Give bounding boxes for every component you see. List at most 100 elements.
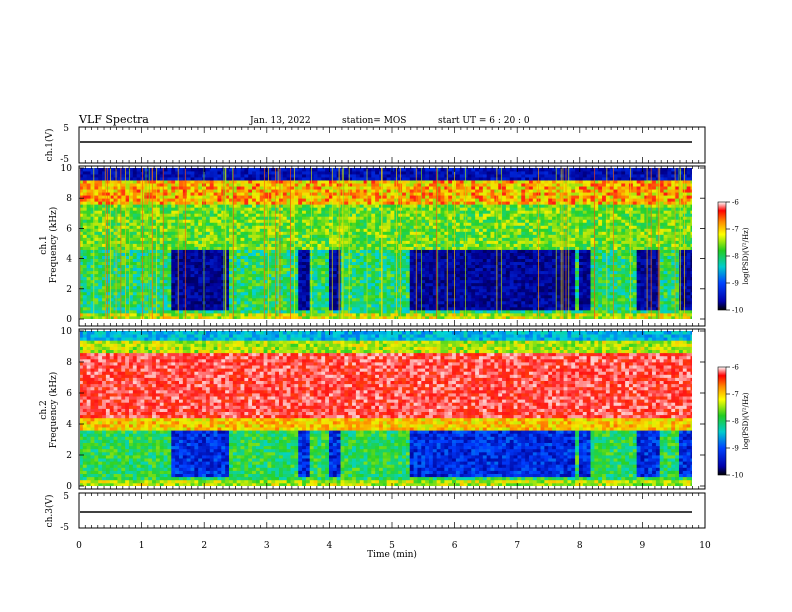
spectrogram-cell [232, 309, 238, 314]
spectrogram-cell [259, 285, 265, 290]
spectrogram-cell [421, 222, 426, 226]
spectrogram-cell [98, 180, 103, 184]
spectrogram-cell [425, 240, 430, 244]
spectrogram-cell [228, 276, 234, 281]
spectrogram-cell [405, 180, 411, 184]
spectrogram-cell [125, 258, 130, 263]
spectrogram-cell [348, 306, 353, 311]
spectrogram-cell [367, 276, 372, 281]
spectrogram-cell [90, 183, 95, 187]
spectrogram-cell [405, 198, 411, 202]
spectrogram-cell [248, 183, 253, 187]
spectrogram-cell [155, 180, 161, 184]
spectrogram-cell [321, 309, 326, 314]
spectrogram-cell [371, 204, 376, 208]
spectrogram-cell [348, 243, 353, 247]
spectrogram-cell [236, 246, 241, 250]
spectrogram-cell [305, 285, 311, 290]
spectrogram-cell [90, 189, 95, 193]
spectrogram-cell [186, 276, 191, 281]
spectrogram-cell [328, 228, 334, 232]
spectrogram-cell [144, 264, 149, 269]
spectrogram-cell [436, 177, 441, 181]
spectrogram-cell [163, 276, 168, 281]
spectrogram-cell [121, 294, 126, 299]
spectrogram-cell [109, 249, 115, 253]
spectrogram-cell [413, 213, 418, 217]
spectrogram-cell [132, 183, 138, 187]
spectrogram-cell [321, 198, 326, 202]
spectrogram-cell [263, 237, 268, 241]
spectrogram-cell [82, 225, 88, 229]
spectrogram-cell [302, 210, 307, 214]
spectrogram-cell [136, 312, 141, 317]
spectrogram-cell [248, 306, 253, 311]
spectrogram-cell [152, 240, 157, 244]
spectrogram-cell [367, 282, 372, 287]
spectrogram-cell [294, 237, 299, 241]
spectrogram-cell [305, 237, 311, 241]
spectrogram-cell [402, 213, 407, 217]
spectrogram-cell [90, 270, 95, 275]
spectrogram-cell [298, 264, 303, 269]
spectrogram-cell [109, 306, 115, 311]
spectrogram-cell [294, 174, 299, 178]
spectrogram-cell [167, 306, 172, 311]
spectrogram-cell [232, 270, 238, 275]
spectrogram-cell [98, 231, 103, 235]
spectrogram-cell [152, 273, 157, 278]
spectrogram-cell [282, 297, 288, 302]
spectrogram-cell [178, 279, 184, 284]
spectrogram-cell [386, 186, 391, 190]
spectrogram-cell [313, 306, 318, 311]
spectrogram-cell [267, 222, 272, 226]
spectrogram-cell [294, 201, 299, 205]
spectrogram-cell [194, 258, 199, 263]
spectrogram-cell [178, 171, 184, 175]
spectrogram-cell [405, 270, 411, 275]
spectrogram-cell [163, 171, 168, 175]
spectrogram-cell [371, 285, 376, 290]
spectrogram-cell [313, 210, 318, 214]
spectrogram-cell [117, 276, 122, 281]
spectrogram-cell [213, 207, 218, 211]
spectrogram-cell [359, 201, 365, 205]
spectrogram-cell [80, 276, 84, 281]
spectrogram-cell [332, 195, 338, 199]
spectrogram-cell [367, 267, 372, 272]
spectrogram-cell [278, 174, 284, 178]
spectrogram-cell [90, 195, 95, 199]
spectrogram-cell [244, 249, 249, 253]
spectrogram-cell [190, 240, 195, 244]
spectrogram-cell [209, 204, 215, 208]
spectrogram-cell [371, 222, 376, 226]
spectrogram-cell [167, 294, 172, 299]
spectrogram-cell [267, 312, 272, 317]
spectrogram-cell [286, 207, 291, 211]
spectrogram-cell [325, 255, 330, 259]
spectrogram-cell [194, 264, 199, 269]
spectrogram-cell [298, 228, 303, 232]
spectrogram-cell [444, 234, 449, 238]
spectrogram-cell [344, 213, 349, 217]
spectrogram-cell [313, 273, 318, 278]
spectrogram-cell [367, 186, 372, 190]
spectrogram-cell [163, 243, 168, 247]
spectrogram-cell [325, 207, 330, 211]
spectrogram-cell [282, 303, 288, 308]
spectrogram-cell [167, 177, 172, 181]
spectrogram-cell [371, 249, 376, 253]
spectrogram-cell [163, 183, 168, 187]
spectrogram-cell [217, 207, 222, 211]
spectrogram-cell [313, 303, 318, 308]
spectrogram-cell [205, 264, 211, 269]
spectrogram-cell [305, 276, 311, 281]
spectrogram-cell [155, 207, 161, 211]
spectrogram-cell [286, 228, 291, 232]
spectrogram-cell [375, 186, 380, 190]
spectrogram-cell [90, 198, 95, 202]
spectrogram-cell [198, 228, 203, 232]
spectrogram-cell [328, 201, 334, 205]
spectrogram-cell [282, 198, 288, 202]
spectrogram-cell [282, 306, 288, 311]
